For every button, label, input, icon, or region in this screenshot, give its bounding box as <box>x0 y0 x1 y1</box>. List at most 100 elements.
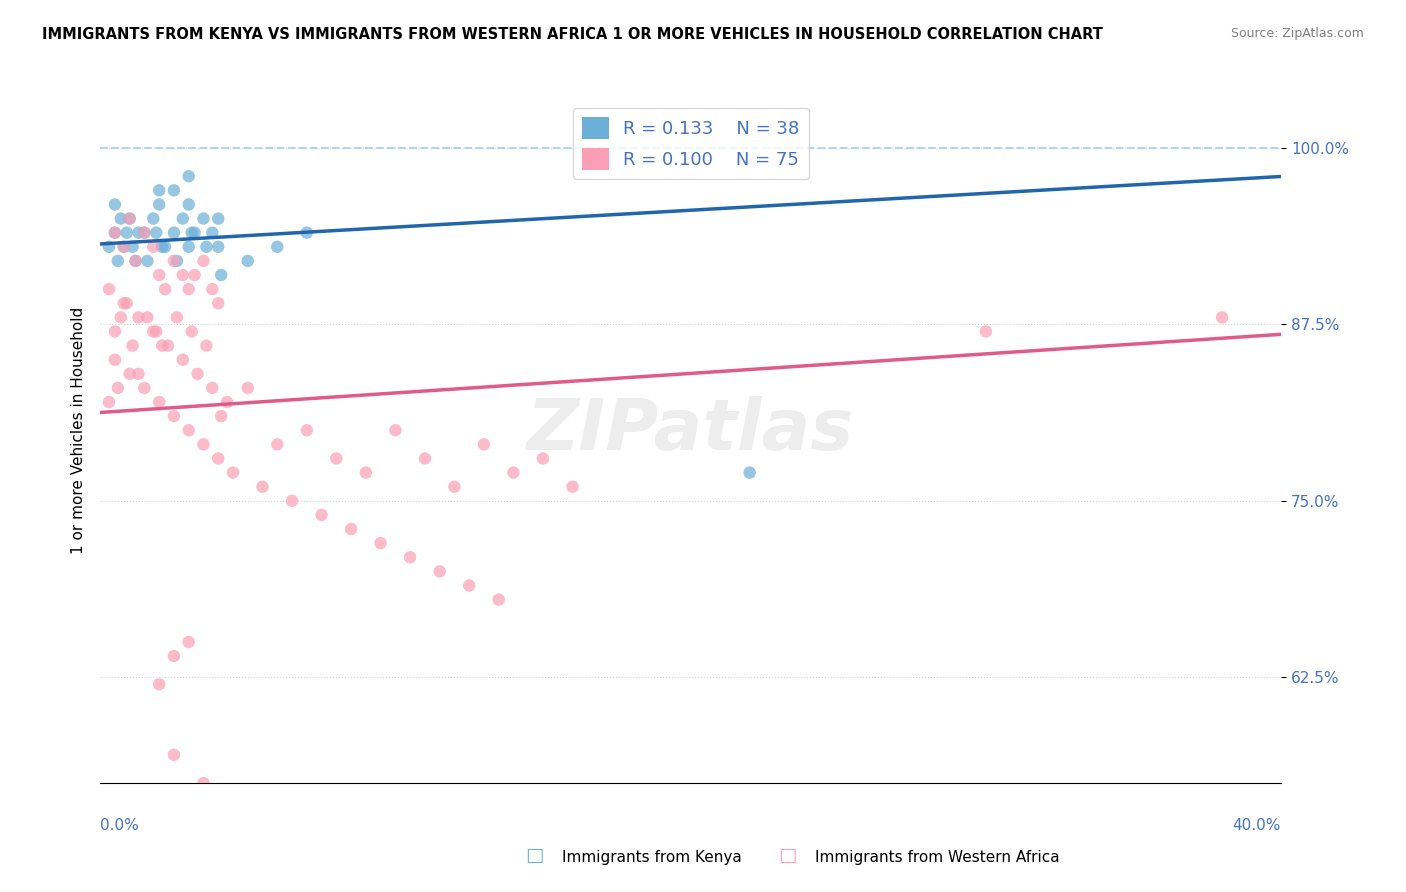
Point <box>488 592 510 607</box>
Point <box>252 480 274 494</box>
Point <box>217 395 239 409</box>
Point <box>472 437 495 451</box>
Point <box>153 282 176 296</box>
Point <box>413 451 436 466</box>
Point <box>180 226 202 240</box>
Point <box>177 197 200 211</box>
Point <box>166 253 188 268</box>
Point <box>195 240 218 254</box>
Point <box>458 578 481 592</box>
Point <box>370 536 392 550</box>
Point <box>209 268 232 282</box>
Point <box>104 352 127 367</box>
Point <box>121 338 143 352</box>
Point <box>121 240 143 254</box>
Point <box>429 565 451 579</box>
Point <box>98 240 121 254</box>
Point <box>112 240 135 254</box>
Point <box>98 395 121 409</box>
Y-axis label: 1 or more Vehicles in Household: 1 or more Vehicles in Household <box>72 307 86 554</box>
Point <box>177 635 200 649</box>
Point <box>193 253 215 268</box>
Text: 40.0%: 40.0% <box>1233 818 1281 833</box>
Point <box>193 776 215 790</box>
Point <box>115 296 138 310</box>
Point <box>443 480 465 494</box>
Point <box>110 310 132 325</box>
Point <box>201 226 224 240</box>
Point <box>177 282 200 296</box>
Point <box>104 197 127 211</box>
Point <box>112 296 135 310</box>
Point <box>163 183 186 197</box>
Point <box>148 395 170 409</box>
Text: Source: ZipAtlas.com: Source: ZipAtlas.com <box>1230 27 1364 40</box>
Point <box>145 226 167 240</box>
Point <box>128 310 150 325</box>
Point <box>177 240 200 254</box>
Point <box>142 211 165 226</box>
Text: Immigrants from Kenya: Immigrants from Kenya <box>562 850 742 865</box>
Point <box>340 522 363 536</box>
Point <box>148 677 170 691</box>
Point <box>222 466 245 480</box>
Point <box>134 226 156 240</box>
Point <box>134 381 156 395</box>
Point <box>148 197 170 211</box>
Point <box>107 253 129 268</box>
Point <box>295 226 318 240</box>
Point <box>207 240 229 254</box>
Point <box>104 325 127 339</box>
Point <box>150 240 173 254</box>
Point <box>150 338 173 352</box>
Text: ZIPatlas: ZIPatlas <box>527 396 855 465</box>
Point <box>311 508 333 522</box>
Point <box>266 240 288 254</box>
Point <box>157 338 180 352</box>
Point <box>148 268 170 282</box>
Point <box>112 240 135 254</box>
Point <box>180 325 202 339</box>
Point <box>207 211 229 226</box>
Point <box>163 226 186 240</box>
Point <box>207 296 229 310</box>
Point <box>974 325 997 339</box>
Text: □: □ <box>524 847 544 865</box>
Point <box>136 253 159 268</box>
Point <box>209 409 232 424</box>
Point <box>107 381 129 395</box>
Point <box>281 493 304 508</box>
Point <box>163 747 186 762</box>
Point <box>163 409 186 424</box>
Point <box>172 268 194 282</box>
Point <box>134 226 156 240</box>
Point <box>236 253 259 268</box>
Point <box>98 282 121 296</box>
Point <box>124 253 146 268</box>
Point <box>118 367 141 381</box>
Point <box>128 226 150 240</box>
Point <box>163 648 186 663</box>
Point <box>561 480 583 494</box>
Point <box>399 550 422 565</box>
Point <box>201 282 224 296</box>
Point <box>201 381 224 395</box>
Point <box>266 437 288 451</box>
Point <box>148 183 170 197</box>
Point <box>136 310 159 325</box>
Point <box>354 466 377 480</box>
Text: 0.0%: 0.0% <box>100 818 139 833</box>
Point <box>172 352 194 367</box>
Text: □: □ <box>778 847 797 865</box>
Point <box>124 253 146 268</box>
Point <box>183 268 205 282</box>
Point <box>104 226 127 240</box>
Point <box>207 451 229 466</box>
Point <box>118 211 141 226</box>
Point <box>142 325 165 339</box>
Point <box>193 211 215 226</box>
Point <box>142 240 165 254</box>
Point <box>163 253 186 268</box>
Point <box>153 240 176 254</box>
Point <box>1211 310 1233 325</box>
